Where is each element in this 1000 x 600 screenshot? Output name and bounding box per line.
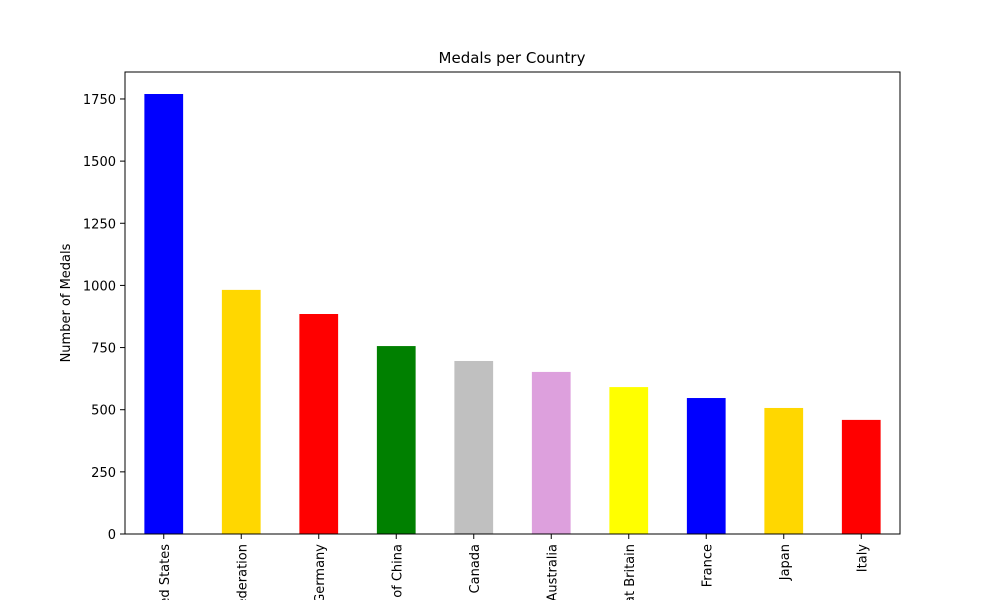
- y-tick-label: 1750: [83, 93, 116, 108]
- x-tick-label: Great Britain: [623, 544, 638, 600]
- y-tick-label: 0: [108, 528, 116, 543]
- bar: [841, 419, 881, 534]
- x-tick-label: Australia: [545, 544, 560, 600]
- bar: [764, 407, 804, 534]
- bar: [299, 314, 339, 534]
- chart-title: Medals per Country: [439, 49, 586, 67]
- x-tick-label: Canada: [468, 544, 483, 593]
- y-tick-label: 1000: [83, 279, 116, 294]
- x-tick-label: Germany: [313, 544, 328, 600]
- bar: [221, 289, 261, 534]
- x-tick-label: People's Republic of China: [390, 544, 405, 600]
- x-tick-label: Italy: [855, 544, 870, 573]
- x-tick-label: France: [700, 544, 715, 587]
- y-tick-label: 750: [91, 342, 116, 357]
- plot-frame: [124, 71, 901, 535]
- bar: [376, 346, 416, 534]
- bar: [686, 398, 726, 534]
- bar: [609, 387, 649, 534]
- x-tick-label: Russian Federation: [235, 544, 250, 600]
- bar: [454, 360, 494, 534]
- x-tick-label: United States: [158, 544, 173, 600]
- y-tick-label: 250: [91, 466, 116, 481]
- y-tick-label: 1500: [83, 155, 116, 170]
- y-tick-label: 1250: [83, 217, 116, 232]
- bar: [144, 94, 184, 534]
- bar: [531, 371, 571, 534]
- x-tick-label: Japan: [778, 544, 793, 581]
- y-tick-label: 500: [91, 404, 116, 419]
- y-axis-label: Number of Medals: [59, 243, 74, 362]
